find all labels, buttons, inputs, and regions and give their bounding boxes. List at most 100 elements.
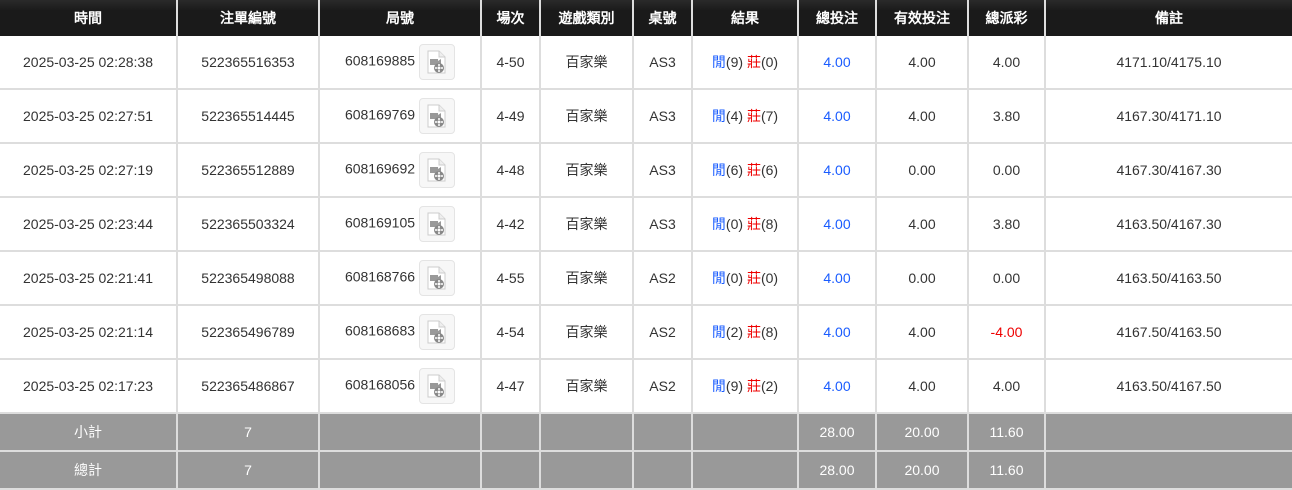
empty-cell bbox=[318, 451, 481, 490]
payout-cell: 0.00 bbox=[967, 143, 1045, 198]
player-label: 閒 bbox=[711, 108, 726, 124]
shoe-cell: 4-49 bbox=[480, 89, 540, 144]
replay-video-button[interactable] bbox=[419, 314, 456, 350]
note-cell: 4167.50/4163.50 bbox=[1044, 305, 1292, 360]
payout-cell: 3.80 bbox=[967, 89, 1045, 144]
table-no-cell: AS3 bbox=[632, 143, 692, 198]
game-type-cell: 百家樂 bbox=[539, 143, 633, 198]
player-score: (0) bbox=[725, 216, 744, 232]
subtotal-row: 小計 7 28.00 20.00 11.60 bbox=[0, 413, 1292, 452]
time-cell: 2025-03-25 02:17:23 bbox=[0, 359, 177, 414]
player-score: (9) bbox=[725, 378, 744, 394]
valid-bet-cell: 4.00 bbox=[875, 359, 968, 414]
empty-cell bbox=[480, 451, 540, 490]
empty-cell bbox=[480, 413, 540, 452]
total-count: 7 bbox=[176, 451, 319, 490]
payout-cell: 4.00 bbox=[967, 359, 1045, 414]
note-cell: 4167.30/4167.30 bbox=[1044, 143, 1292, 198]
total-row: 總計 7 28.00 20.00 11.60 bbox=[0, 451, 1292, 490]
time-cell: 2025-03-25 02:21:41 bbox=[0, 251, 177, 306]
subtotal-total-bet: 28.00 bbox=[797, 413, 876, 452]
table-no-cell: AS3 bbox=[632, 89, 692, 144]
player-score: (2) bbox=[725, 324, 744, 340]
player-score: (0) bbox=[725, 270, 744, 286]
empty-cell bbox=[632, 413, 692, 452]
shoe-cell: 4-48 bbox=[480, 143, 540, 198]
table-row: 2025-03-25 02:21:41 522365498088 608168766… bbox=[0, 251, 1292, 306]
round-cell: 608168766 bbox=[318, 251, 481, 306]
header-payout: 總派彩 bbox=[967, 0, 1045, 36]
player-label: 閒 bbox=[711, 324, 726, 340]
table-row: 2025-03-25 02:27:19 522365512889 608169692… bbox=[0, 143, 1292, 198]
bet-id-cell: 522365496789 bbox=[176, 305, 319, 360]
empty-cell bbox=[1044, 413, 1292, 452]
table-header: 時間 注單編號 局號 場次 遊戲類別 桌號 結果 總投注 有效投注 總派彩 備註 bbox=[0, 0, 1292, 36]
valid-bet-cell: 0.00 bbox=[875, 143, 968, 198]
bet-id-cell: 522365503324 bbox=[176, 197, 319, 252]
round-cell: 608169105 bbox=[318, 197, 481, 252]
table-row: 2025-03-25 02:17:23 522365486867 608168056… bbox=[0, 359, 1292, 414]
banker-score: (0) bbox=[760, 270, 779, 286]
total-bet-cell: 4.00 bbox=[797, 197, 876, 252]
note-cell: 4163.50/4167.50 bbox=[1044, 359, 1292, 414]
banker-label: 莊 bbox=[746, 54, 761, 70]
game-type-cell: 百家樂 bbox=[539, 251, 633, 306]
result-cell: 閒(9) 莊(0) bbox=[691, 36, 798, 90]
bet-id-cell: 522365516353 bbox=[176, 36, 319, 90]
table-no-cell: AS3 bbox=[632, 197, 692, 252]
round-cell: 608169769 bbox=[318, 89, 481, 144]
round-number: 608168766 bbox=[344, 268, 416, 285]
subtotal-valid-bet: 20.00 bbox=[875, 413, 968, 452]
header-result: 結果 bbox=[691, 0, 798, 36]
empty-cell bbox=[318, 413, 481, 452]
game-type-cell: 百家樂 bbox=[539, 36, 633, 90]
banker-label: 莊 bbox=[746, 324, 761, 340]
valid-bet-cell: 4.00 bbox=[875, 305, 968, 360]
game-type-cell: 百家樂 bbox=[539, 305, 633, 360]
banker-label: 莊 bbox=[746, 270, 761, 286]
replay-video-button[interactable] bbox=[419, 368, 456, 404]
subtotal-payout: 11.60 bbox=[967, 413, 1045, 452]
table-no-cell: AS2 bbox=[632, 305, 692, 360]
note-cell: 4163.50/4163.50 bbox=[1044, 251, 1292, 306]
player-label: 閒 bbox=[711, 216, 726, 232]
header-shoe: 場次 bbox=[480, 0, 540, 36]
replay-video-button[interactable] bbox=[419, 98, 456, 134]
round-cell: 608169885 bbox=[318, 36, 481, 90]
total-bet-cell: 4.00 bbox=[797, 36, 876, 90]
replay-video-button[interactable] bbox=[419, 152, 456, 188]
game-type-cell: 百家樂 bbox=[539, 197, 633, 252]
player-score: (6) bbox=[725, 162, 744, 178]
shoe-cell: 4-50 bbox=[480, 36, 540, 90]
player-label: 閒 bbox=[711, 378, 726, 394]
total-bet-cell: 4.00 bbox=[797, 251, 876, 306]
bet-id-cell: 522365498088 bbox=[176, 251, 319, 306]
replay-video-button[interactable] bbox=[419, 44, 456, 80]
table-row: 2025-03-25 02:28:38 522365516353 608169885… bbox=[0, 36, 1292, 90]
bet-id-cell: 522365486867 bbox=[176, 359, 319, 414]
shoe-cell: 4-55 bbox=[480, 251, 540, 306]
banker-score: (6) bbox=[760, 162, 779, 178]
total-bet-cell: 4.00 bbox=[797, 143, 876, 198]
header-note: 備註 bbox=[1044, 0, 1292, 36]
banker-label: 莊 bbox=[746, 108, 761, 124]
shoe-cell: 4-47 bbox=[480, 359, 540, 414]
player-label: 閒 bbox=[711, 270, 726, 286]
time-cell: 2025-03-25 02:27:19 bbox=[0, 143, 177, 198]
header-time: 時間 bbox=[0, 0, 177, 36]
time-cell: 2025-03-25 02:23:44 bbox=[0, 197, 177, 252]
header-round: 局號 bbox=[318, 0, 481, 36]
total-bet-cell: 4.00 bbox=[797, 89, 876, 144]
table-no-cell: AS2 bbox=[632, 359, 692, 414]
replay-video-button[interactable] bbox=[419, 260, 456, 296]
valid-bet-cell: 0.00 bbox=[875, 251, 968, 306]
total-total-bet: 28.00 bbox=[797, 451, 876, 490]
replay-video-button[interactable] bbox=[419, 206, 456, 242]
note-cell: 4163.50/4167.30 bbox=[1044, 197, 1292, 252]
valid-bet-cell: 4.00 bbox=[875, 89, 968, 144]
banker-score: (0) bbox=[760, 54, 779, 70]
result-cell: 閒(9) 莊(2) bbox=[691, 359, 798, 414]
header-game-type: 遊戲類別 bbox=[539, 0, 633, 36]
result-cell: 閒(6) 莊(6) bbox=[691, 143, 798, 198]
bet-id-cell: 522365514445 bbox=[176, 89, 319, 144]
